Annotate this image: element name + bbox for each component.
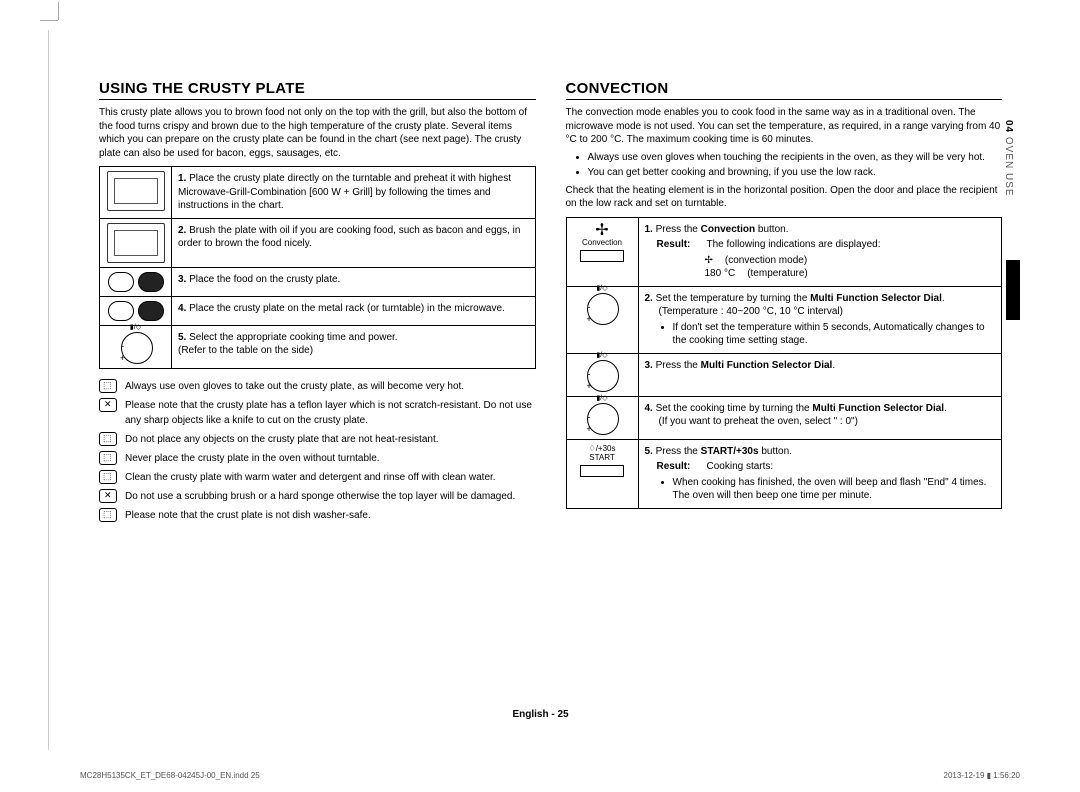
right-column: CONVECTION The convection mode enables y… [566,80,1003,527]
table-row: ✢Convection 1. Press the Convection butt… [566,217,1002,286]
table-row: ▮/◇ 4. Set the cooking time by turning t… [566,396,1002,439]
convection-icon: ✢Convection [571,222,634,262]
print-footline: MC28H5135CK_ET_DE68-04245J-00_EN.indd 25… [80,771,1020,780]
side-tab: 04 OVEN USE [1003,120,1014,197]
intro-convection: The convection mode enables you to cook … [566,106,1003,147]
heading-crusty-plate: USING THE CRUSTY PLATE [99,80,536,100]
table-row: ▮/◇ 3. Press the Multi Function Selector… [566,353,1002,396]
caution-icon [99,432,117,446]
page-footer: English - 25 [49,709,1032,720]
table-row: ♢/+30sSTART 5. Press the START/+30s butt… [566,439,1002,508]
plate-icon [104,272,167,292]
warning-icon [99,489,117,503]
dial-icon: ▮/◇ [582,291,622,325]
oven-icon [107,171,165,211]
dial-icon: ▮/◇ [582,358,622,392]
caution-icon [99,508,117,522]
table-row: 4. Place the crusty plate on the metal r… [100,296,536,325]
table-row: 3. Place the food on the crusty plate. [100,267,536,296]
left-column: USING THE CRUSTY PLATE This crusty plate… [99,80,536,527]
table-row: ▮/◇ 5. Select the appropriate cooking ti… [100,325,536,368]
convection-steps-table: ✢Convection 1. Press the Convection butt… [566,217,1003,509]
caution-icon [99,470,117,484]
start-icon: ♢/+30sSTART [571,444,634,477]
warning-icon [99,398,117,412]
convection-check: Check that the heating element is in the… [566,184,1003,211]
caution-icon [99,451,117,465]
crusty-notes: Always use oven gloves to take out the c… [99,379,536,523]
manual-page: 04 OVEN USE USING THE CRUSTY PLATE This … [48,30,1032,750]
plate-rack-icon [104,301,167,321]
intro-crusty: This crusty plate allows you to brown fo… [99,106,536,160]
convection-bullets: Always use oven gloves when touching the… [566,151,1003,180]
table-row: 2. Brush the plate with oil if you are c… [100,218,536,267]
oven-icon [107,223,165,263]
crusty-steps-table: 1. Place the crusty plate directly on th… [99,166,536,369]
table-row: 1. Place the crusty plate directly on th… [100,167,536,219]
dial-icon: ▮/◇ [116,330,156,364]
table-row: ▮/◇ 2. Set the temperature by turning th… [566,286,1002,353]
caution-icon [99,379,117,393]
side-tab-indicator [1006,260,1020,320]
heading-convection: CONVECTION [566,80,1003,100]
dial-icon: ▮/◇ [582,401,622,435]
